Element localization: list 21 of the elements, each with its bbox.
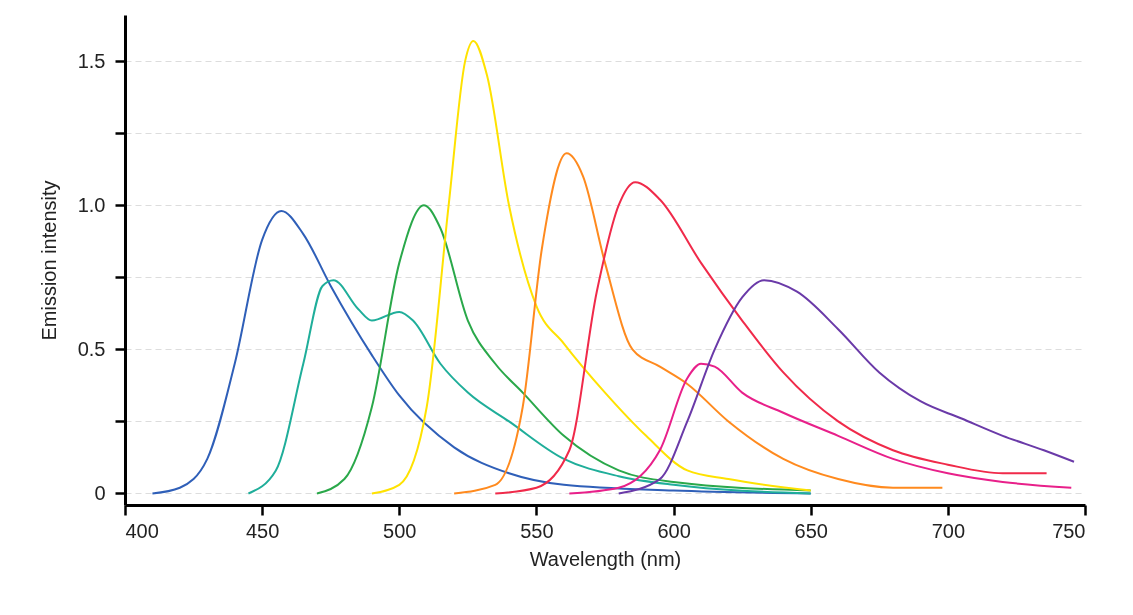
line-series [247, 279, 812, 495]
x-tick-label: 600 [657, 519, 691, 542]
line-series [370, 39, 812, 495]
y-tick-label: 0.5 [77, 337, 106, 360]
x-tick-label: 750 [1052, 519, 1086, 542]
line-series [617, 279, 1076, 495]
y-axis-title: Emission intensity [37, 180, 60, 341]
x-tick-label: 400 [125, 519, 159, 542]
x-tick-label: 450 [245, 519, 280, 542]
y-tick-label: 1.0 [77, 193, 106, 216]
line-series [494, 181, 1048, 495]
line-series [453, 152, 944, 495]
x-tick-label: 500 [383, 519, 417, 542]
x-axis-title: Wavelength (nm) [529, 547, 682, 570]
line-series [568, 362, 1073, 495]
y-tick-label: 1.5 [77, 49, 106, 72]
x-tick-label: 550 [520, 519, 554, 542]
x-tick-label: 650 [794, 519, 828, 542]
line-series [316, 204, 812, 495]
x-tick-label: 700 [931, 519, 966, 542]
y-tick-label: 0 [94, 481, 106, 504]
